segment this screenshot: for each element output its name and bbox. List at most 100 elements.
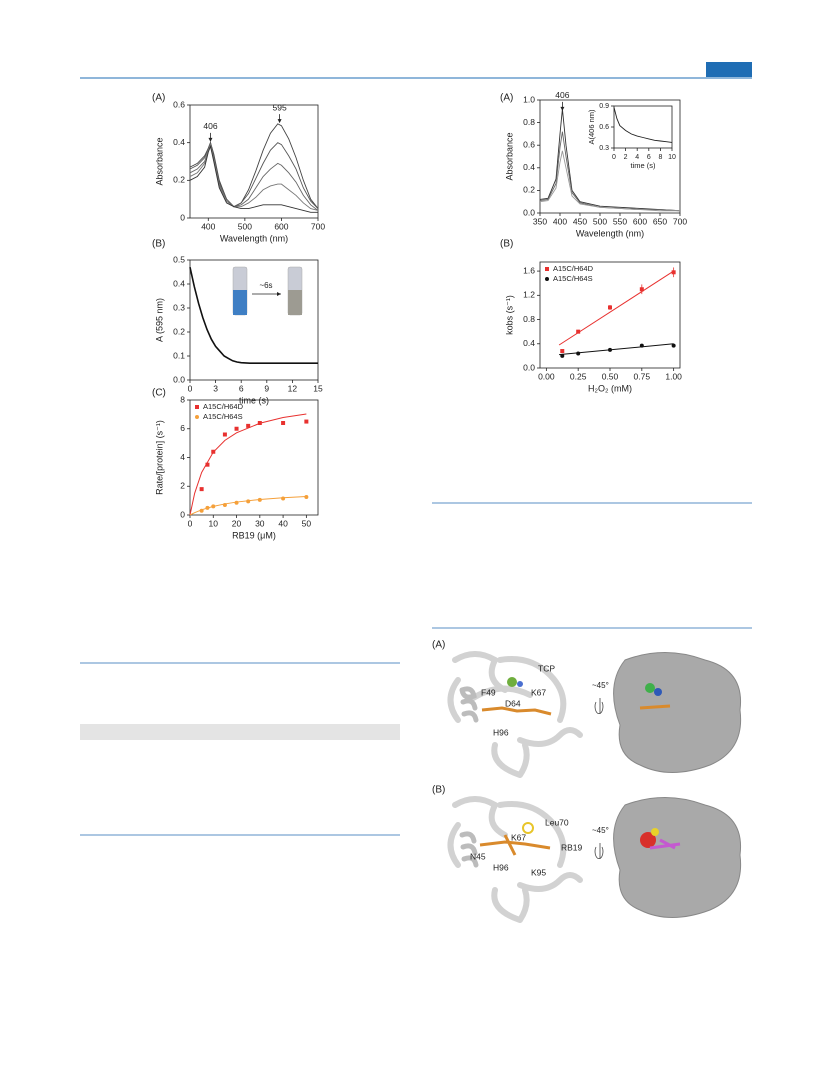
x-tick-label: 400 [553, 216, 567, 226]
data-point [205, 462, 210, 467]
data-point [205, 505, 210, 510]
data-point [211, 504, 216, 509]
x-tick-label: 650 [653, 216, 667, 226]
header-tab [706, 62, 752, 77]
y-tick-label: 0 [180, 212, 185, 222]
ligand-stick [649, 838, 681, 850]
y-tick-label: 0.2 [173, 326, 185, 336]
residue-label: TCP [538, 663, 555, 673]
y-axis-label: kobs (s⁻¹) [504, 295, 514, 335]
data-point [304, 495, 309, 500]
data-point [234, 426, 239, 431]
y-tick-label: 0.6 [173, 99, 185, 109]
data-point [222, 432, 227, 437]
inset-label: ~6s [259, 281, 272, 290]
surface-structure [613, 797, 742, 918]
data-point [257, 497, 262, 502]
y-tick-label: 0.4 [173, 137, 185, 147]
data-point [608, 305, 612, 310]
y-tick-label: 0.3 [599, 145, 609, 152]
residue-label: Leu70 [545, 817, 569, 827]
series-line [189, 144, 318, 213]
y-tick-label: 1.6 [523, 265, 535, 275]
series-line [539, 150, 680, 212]
legend-label: A15C/H64D [203, 402, 244, 411]
x-tick-label: 6 [239, 383, 244, 393]
ligand [640, 832, 656, 848]
plot-frame [189, 259, 319, 381]
y-axis-label: Absorbance [154, 137, 164, 185]
y-axis-label: Rate/[protein] (s⁻¹) [154, 420, 164, 495]
x-tick-label: 0 [188, 383, 193, 393]
data-point [560, 349, 565, 354]
residue-label: D64 [505, 698, 521, 708]
y-tick-label: 8 [180, 394, 185, 404]
rotation-icon [594, 843, 604, 859]
panel-label: (A) [432, 640, 445, 651]
heme-stick [639, 704, 671, 710]
y-tick-label: 4 [180, 452, 185, 462]
x-tick-label: 500 [238, 221, 252, 231]
data-point [671, 270, 676, 275]
data-point [304, 419, 309, 424]
residue-label: N45 [470, 851, 486, 861]
y-tick-label: 0.5 [173, 254, 185, 264]
x-tick-label: 8 [658, 154, 662, 161]
cartoon-structure [447, 651, 583, 778]
x-axis-label: Wavelength (nm) [220, 233, 288, 243]
annotation-arrow-head [208, 137, 213, 142]
residue-label: K67 [511, 832, 526, 842]
data-point [257, 421, 262, 425]
x-axis-label: H₂O₂ (mM) [588, 383, 632, 393]
data-point [639, 287, 644, 292]
data-point [246, 423, 251, 428]
plot-frame [539, 99, 681, 214]
cuvette-solution [233, 290, 247, 315]
panel-label: (B) [432, 785, 445, 796]
x-tick-label: 4 [635, 154, 639, 161]
data-point [576, 351, 581, 356]
x-tick-label: 550 [613, 216, 627, 226]
annotation: 406 [555, 90, 569, 100]
y-tick-label: 0.4 [523, 338, 535, 348]
panel-label: (C) [152, 388, 166, 399]
ligand [507, 677, 517, 687]
legend-marker [195, 405, 199, 409]
heme-stick [479, 834, 551, 856]
y-tick-label: 0.1 [173, 350, 185, 360]
annotation: 595 [273, 102, 287, 112]
y-tick-label: 0.0 [173, 374, 185, 384]
y-tick-label: 0.0 [523, 362, 535, 372]
x-tick-label: 700 [311, 221, 325, 231]
data-point [234, 500, 239, 505]
y-tick-label: 1.0 [523, 94, 535, 104]
x-tick-label: 400 [201, 221, 215, 231]
x-tick-label: 10 [668, 154, 676, 161]
x-tick-label: 600 [633, 216, 647, 226]
x-tick-label: 0.25 [570, 371, 587, 381]
x-tick-label: 700 [673, 216, 687, 226]
x-tick-label: 40 [278, 518, 288, 528]
cartoon-structure [447, 796, 583, 923]
legend-label: A15C/H64S [203, 412, 243, 421]
data-point [211, 449, 216, 454]
y-tick-label: 1.2 [523, 290, 535, 300]
table-header-bar [80, 724, 400, 740]
y-tick-label: 0.4 [523, 162, 535, 172]
data-point [222, 502, 227, 507]
data-point [560, 353, 565, 358]
panel-label: (A) [152, 93, 165, 104]
data-point [576, 329, 581, 334]
y-axis-label: A(406 nm) [587, 109, 596, 145]
legend-marker [545, 267, 549, 271]
legend-marker [195, 415, 199, 419]
x-tick-label: 1.00 [665, 371, 682, 381]
y-tick-label: 0.8 [523, 314, 535, 324]
panel-label: (B) [152, 239, 165, 250]
series-line [189, 123, 319, 209]
data-point [639, 343, 644, 348]
panel-label: (A) [500, 93, 513, 104]
legend-label: A15C/H64D [553, 264, 594, 273]
x-tick-label: 0 [612, 154, 616, 161]
